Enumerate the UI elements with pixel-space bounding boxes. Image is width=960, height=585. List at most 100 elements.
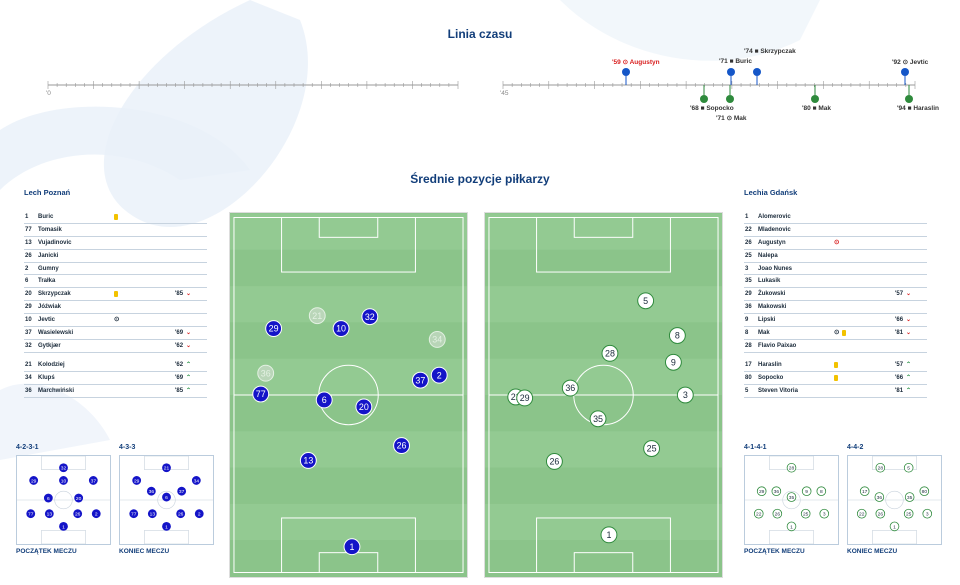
home-player-row: 1 Buric (24, 211, 207, 224)
mini-player-marker: 2 (91, 509, 101, 519)
player-marker: 21 (308, 307, 326, 325)
player-name: Jevtic (38, 317, 56, 324)
sub-minute: '66 (895, 374, 904, 381)
player-marker: 36 (257, 364, 275, 382)
away-sub-row: 80 Sopocko '66 ⌃ (744, 372, 927, 385)
mini-player-marker: 1 (162, 522, 171, 531)
svg-text:9: 9 (805, 489, 808, 495)
away-team-name: Lechia Gdańsk (744, 188, 798, 197)
mini-player-marker: 35 (904, 492, 915, 502)
mini-player-marker: 8 (816, 486, 827, 496)
yellow-card-icon (834, 374, 838, 381)
svg-text:6: 6 (165, 495, 168, 501)
svg-text:3: 3 (823, 512, 826, 518)
away-player-row: 35 Lukasik (744, 275, 927, 289)
player-number: 35 (745, 278, 752, 285)
sub-out-icon: ⌄ (186, 342, 192, 349)
player-marker: 6 (315, 391, 333, 409)
svg-text:13: 13 (47, 512, 53, 518)
player-marker-number: 26 (397, 441, 407, 451)
player-marker-number: 21 (312, 311, 322, 321)
player-marker-number: 5 (643, 296, 648, 306)
pin-sopocko (700, 85, 708, 103)
player-marker-number: 22 (511, 392, 521, 402)
player-number: 5 (745, 387, 749, 394)
svg-text:32: 32 (61, 466, 67, 472)
player-name: Lipski (758, 317, 776, 324)
mini-player-marker: 26 (73, 509, 83, 519)
player-marker: 25 (643, 440, 661, 457)
away-mini-end: 28 5 17 36 35 80 22 26 25 3 1 (847, 455, 942, 545)
away-subs: 17 Haraslin '57 ⌃ 80 Sopocko '66 ⌃ 5 Steven Vitor… (744, 359, 927, 398)
player-marker: 20 (355, 398, 373, 416)
svg-text:1: 1 (790, 524, 793, 530)
home-caption-start: POCZĄTEK MECZU (16, 548, 77, 555)
player-number: 29 (25, 304, 32, 311)
home-pitch: 29 21 10 32 34 36 37 2 77 6 20 26 13 1 (229, 212, 468, 578)
player-marker: 28 (601, 344, 619, 362)
svg-text:36: 36 (149, 489, 155, 495)
sub-out-icon: ⌄ (906, 291, 912, 298)
player-marker: 29 (516, 389, 534, 407)
player-marker-number: 25 (647, 444, 657, 454)
mini-player-marker: 22 (753, 508, 764, 519)
away-sub-row: 5 Steven Vitoria '81 ⌃ (744, 385, 927, 398)
mini-player-marker: 37 (88, 476, 98, 485)
player-marker-number: 3 (683, 390, 688, 400)
svg-text:8: 8 (820, 489, 823, 495)
away-caption-start: POCZĄTEK MECZU (744, 548, 805, 555)
timeline-start-second: '45 (500, 90, 509, 97)
home-caption-end: KONIEC MECZU (119, 548, 170, 555)
player-name: Vujadinovic (38, 239, 72, 246)
sub-minute: '62 (175, 342, 184, 349)
player-name: Lukasik (758, 278, 781, 285)
player-name: Mladenovic (758, 226, 791, 233)
player-name: Haraslin (758, 362, 782, 368)
player-name: Trałka (38, 278, 56, 285)
mini-player-marker: 20 (74, 493, 84, 503)
player-marker: 34 (428, 331, 446, 348)
player-number: 2 (25, 265, 29, 272)
event-augustyn: '59 ⊙ Augustyn (612, 59, 660, 66)
mini-player-marker: 6 (43, 493, 53, 503)
away-player-row: 25 Nalepa (744, 250, 927, 263)
player-name: Buric (38, 214, 54, 220)
player-number: 29 (745, 291, 752, 298)
player-marker: 1 (600, 526, 618, 544)
svg-text:2: 2 (95, 512, 98, 518)
svg-text:20: 20 (76, 496, 82, 502)
player-marker: 35 (589, 410, 607, 428)
svg-text:77: 77 (131, 512, 137, 518)
player-name: Nalepa (758, 252, 778, 259)
player-marker: 10 (332, 320, 350, 337)
player-number: 26 (25, 252, 32, 259)
mini-player-marker: 37 (177, 486, 187, 496)
sub-in-icon: ⌃ (906, 374, 912, 381)
player-number: 34 (25, 374, 32, 381)
mini-player-marker: 22 (856, 508, 867, 519)
yellow-card-icon (834, 362, 838, 368)
away-player-row: 1 Alomerovic (744, 211, 927, 224)
svg-text:29: 29 (759, 489, 765, 495)
player-marker-number: 34 (432, 335, 442, 345)
mini-player-marker: 28 (875, 462, 886, 473)
away-player-row: 8 Mak ⊙ '81 ⌄ (744, 327, 927, 340)
player-number: 32 (25, 342, 32, 349)
event-buric: '71 ■ Buric (719, 58, 752, 65)
home-sub-row: 34 Klupś '69 ⌃ (24, 372, 207, 385)
mini-player-marker: 1 (59, 522, 68, 531)
svg-text:6: 6 (47, 496, 50, 502)
away-player-row: 22 Mladenovic (744, 224, 927, 237)
mini-player-marker: 9 (801, 486, 812, 496)
player-marker: 2 (430, 366, 448, 384)
svg-text:10: 10 (61, 478, 67, 484)
player-name: Augustyn (758, 239, 786, 246)
player-number: 8 (745, 330, 749, 337)
home-sub-row: 21 Kolodziej '62 ⌃ (24, 359, 207, 372)
event-mak-card: '80 ■ Mak (802, 105, 831, 112)
mini-player-marker: 25 (800, 508, 811, 519)
mini-player-marker: 35 (786, 492, 797, 502)
svg-text:13: 13 (150, 512, 156, 518)
svg-text:36: 36 (774, 489, 780, 495)
player-marker: 29 (265, 320, 283, 337)
